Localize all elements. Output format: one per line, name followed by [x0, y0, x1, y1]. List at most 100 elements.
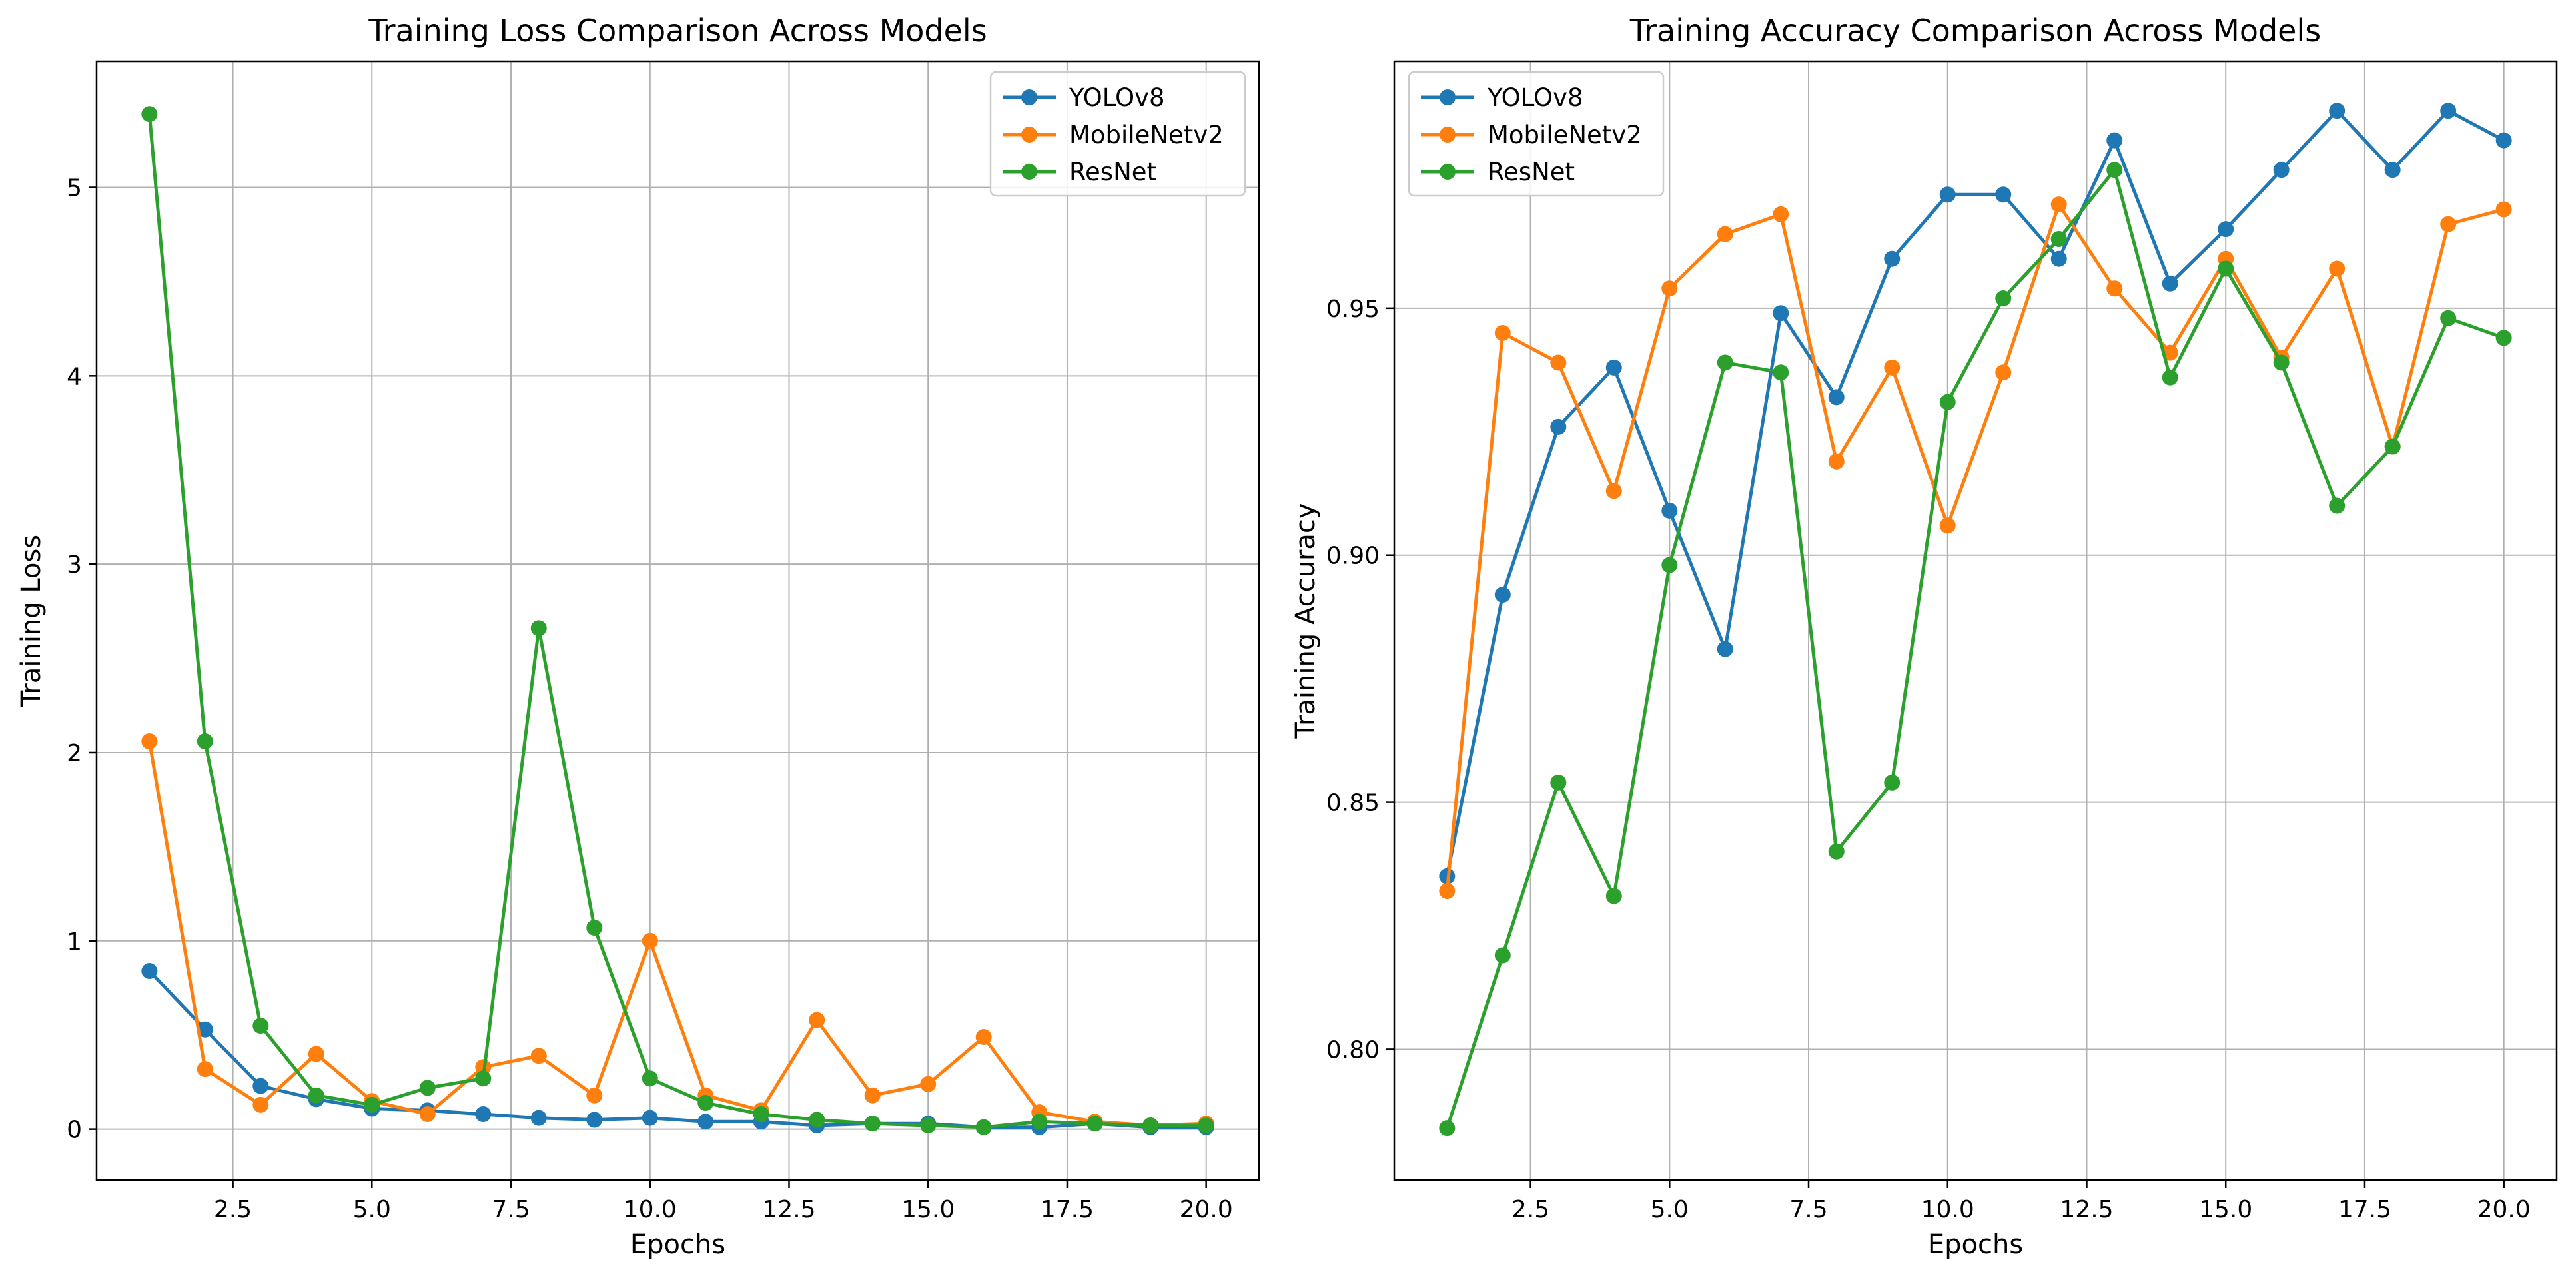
loss-legend-marker-mobilenetv2 [1021, 127, 1037, 143]
loss-point-yolov8 [530, 1110, 547, 1126]
accuracy-point-yolov8 [1773, 305, 1789, 322]
accuracy-point-mobilenetv2 [1494, 324, 1511, 341]
accuracy-point-yolov8 [2273, 162, 2290, 178]
accuracy-point-resnet [2106, 162, 2123, 178]
accuracy-y-tick-label: 0.90 [1326, 543, 1380, 570]
accuracy-x-tick-label: 5.0 [1651, 1196, 1689, 1223]
loss-point-resnet [530, 620, 547, 637]
loss-point-mobilenetv2 [308, 1046, 324, 1062]
accuracy-x-tick-label: 20.0 [2477, 1196, 2531, 1223]
accuracy-point-mobilenetv2 [2440, 216, 2457, 232]
accuracy-point-mobilenetv2 [1828, 453, 1845, 470]
loss-y-tick-label: 2 [67, 740, 82, 767]
accuracy-point-yolov8 [1717, 641, 1733, 657]
accuracy-point-yolov8 [2495, 132, 2512, 149]
accuracy-y-tick-label: 0.80 [1326, 1036, 1380, 1064]
loss-chart-title: Training Loss Comparison Across Models [368, 13, 987, 49]
accuracy-y-tick-label: 0.95 [1326, 296, 1380, 323]
accuracy-point-resnet [1494, 947, 1511, 964]
loss-point-resnet [864, 1116, 881, 1132]
loss-x-tick-label: 7.5 [492, 1196, 530, 1223]
accuracy-point-yolov8 [1605, 359, 1622, 376]
accuracy-point-resnet [1605, 888, 1622, 904]
accuracy-x-tick-label: 10.0 [1921, 1196, 1974, 1223]
accuracy-chart-panel: 2.5 5.0 7.5 10.0 12.5 15.0 17.5 20.0 0.80 0.85 0.9… [1290, 13, 2558, 1260]
accuracy-point-yolov8 [2050, 250, 2067, 267]
loss-point-resnet [197, 733, 213, 750]
accuracy-point-yolov8 [2440, 103, 2457, 119]
loss-legend-label-yolov8: YOLOv8 [1069, 83, 1165, 112]
accuracy-point-yolov8 [2384, 162, 2401, 178]
accuracy-point-resnet [2218, 260, 2234, 277]
accuracy-series-line-resnet [1445, 168, 2505, 1129]
accuracy-point-resnet [2162, 369, 2178, 386]
loss-x-axis-label: Epochs [630, 1229, 725, 1260]
loss-point-resnet [141, 106, 158, 123]
loss-point-resnet [419, 1080, 436, 1096]
accuracy-point-resnet [1828, 843, 1845, 860]
loss-point-mobilenetv2 [530, 1048, 547, 1064]
loss-point-yolov8 [475, 1106, 492, 1123]
loss-point-resnet [308, 1087, 324, 1104]
loss-point-resnet [975, 1119, 992, 1135]
loss-point-yolov8 [586, 1112, 603, 1128]
accuracy-point-mobilenetv2 [1661, 280, 1678, 297]
loss-chart-panel: 2.5 5.0 7.5 10.0 12.5 15.0 17.5 20.0 0 1 2 3 4 5 Train… [16, 13, 1260, 1260]
accuracy-point-resnet [1550, 774, 1567, 791]
accuracy-point-mobilenetv2 [1550, 354, 1567, 371]
loss-point-resnet [586, 920, 603, 936]
accuracy-point-resnet [1773, 364, 1789, 381]
accuracy-point-resnet [2329, 497, 2346, 514]
loss-x-tick-label: 15.0 [901, 1196, 955, 1223]
accuracy-point-yolov8 [1995, 186, 2012, 203]
loss-x-tick-label: 20.0 [1180, 1196, 1233, 1223]
loss-x-tick-label: 2.5 [214, 1196, 252, 1223]
loss-series-line-yolov8 [148, 970, 1206, 1129]
accuracy-point-mobilenetv2 [1439, 883, 1456, 900]
accuracy-legend-box [1408, 71, 1665, 197]
accuracy-point-resnet [2050, 231, 2067, 248]
loss-x-tick-label: 10.0 [624, 1196, 677, 1223]
loss-y-tick-label: 5 [67, 174, 82, 202]
accuracy-point-mobilenetv2 [1884, 359, 1901, 376]
loss-point-mobilenetv2 [642, 932, 658, 949]
loss-series-line-resnet [147, 113, 1206, 1129]
accuracy-point-mobilenetv2 [2050, 196, 2067, 213]
loss-point-resnet [1142, 1117, 1159, 1133]
loss-point-mobilenetv2 [920, 1076, 937, 1092]
accuracy-series-line-mobilenetv2 [1445, 202, 2505, 892]
accuracy-point-resnet [1717, 354, 1733, 371]
accuracy-point-resnet [1661, 557, 1678, 573]
accuracy-point-yolov8 [2329, 103, 2346, 119]
accuracy-point-mobilenetv2 [1605, 483, 1622, 499]
loss-legend-label-mobilenetv2: MobileNetv2 [1069, 121, 1224, 149]
loss-point-mobilenetv2 [141, 733, 158, 750]
accuracy-point-yolov8 [2218, 221, 2234, 238]
accuracy-point-mobilenetv2 [2106, 280, 2123, 297]
accuracy-legend-label-mobilenetv2: MobileNetv2 [1488, 121, 1642, 149]
accuracy-point-yolov8 [1661, 502, 1678, 519]
loss-point-resnet [1198, 1117, 1214, 1133]
accuracy-x-tick-label: 2.5 [1511, 1196, 1549, 1223]
loss-point-mobilenetv2 [419, 1106, 436, 1123]
loss-point-mobilenetv2 [864, 1087, 881, 1104]
accuracy-point-mobilenetv2 [1773, 206, 1789, 222]
loss-point-resnet [920, 1117, 937, 1133]
accuracy-legend-marker-yolov8 [1440, 89, 1456, 105]
loss-point-resnet [364, 1096, 380, 1113]
loss-point-yolov8 [141, 963, 158, 980]
loss-point-yolov8 [642, 1110, 658, 1126]
loss-y-tick-label: 4 [67, 363, 82, 390]
accuracy-axes-frame [1393, 60, 2558, 1181]
accuracy-x-tick-label: 12.5 [2060, 1196, 2113, 1223]
accuracy-point-resnet [2384, 438, 2401, 455]
loss-axes-frame [95, 60, 1260, 1181]
accuracy-x-tick-label: 7.5 [1789, 1196, 1827, 1223]
accuracy-legend-label-yolov8: YOLOv8 [1487, 83, 1583, 112]
accuracy-legend-label-resnet: ResNet [1488, 158, 1575, 186]
accuracy-series-line-yolov8 [1445, 109, 2505, 877]
loss-series-line-mobilenetv2 [147, 741, 1206, 1127]
loss-y-axis-label: Training Loss [16, 535, 47, 707]
accuracy-point-yolov8 [1828, 389, 1845, 406]
